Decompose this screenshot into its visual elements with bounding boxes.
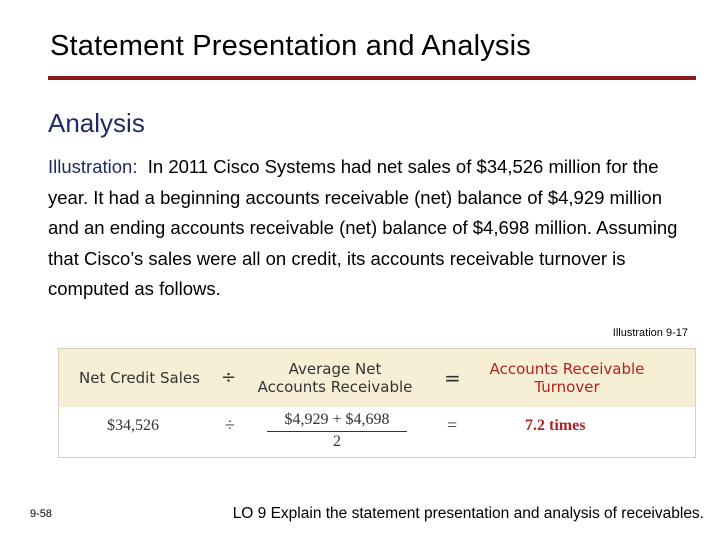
illustration-paragraph: Illustration: In 2011 Cisco Systems had … xyxy=(48,152,688,305)
header-average-net-ar: Average Net Accounts Receivable xyxy=(257,360,413,396)
slide-number: 9-58 xyxy=(30,508,53,520)
header-divide-operator: ÷ xyxy=(221,367,237,388)
illustration-lead: Illustration: xyxy=(48,156,138,177)
illustration-label: Illustration 9-17 xyxy=(612,327,688,339)
average-ar-fraction: $4,929 + $4,698 2 xyxy=(267,411,407,451)
value-turnover-result: 7.2 times xyxy=(525,417,586,434)
header-ar-turnover: Accounts Receivable Turnover xyxy=(489,360,645,396)
fraction-denominator: 2 xyxy=(333,433,341,450)
value-net-credit-sales: $34,526 xyxy=(107,417,159,434)
header-net-credit-sales: Net Credit Sales xyxy=(79,369,200,387)
title-divider xyxy=(48,76,696,80)
value-equals-operator: = xyxy=(447,415,458,435)
slide-title: Statement Presentation and Analysis xyxy=(50,30,531,62)
fraction-numerator: $4,929 + $4,698 xyxy=(267,411,407,432)
turnover-formula-table: Net Credit Sales ÷ Average Net Accounts … xyxy=(58,348,696,458)
value-divide-operator: ÷ xyxy=(225,415,235,435)
formula-value-row xyxy=(59,407,695,457)
header-equals-operator: = xyxy=(444,366,461,390)
illustration-text: In 2011 Cisco Systems had net sales of $… xyxy=(48,156,678,299)
section-heading: Analysis xyxy=(48,108,145,138)
learning-objective: LO 9 Explain the statement presentation … xyxy=(232,505,704,522)
formula-header-row xyxy=(59,349,695,407)
